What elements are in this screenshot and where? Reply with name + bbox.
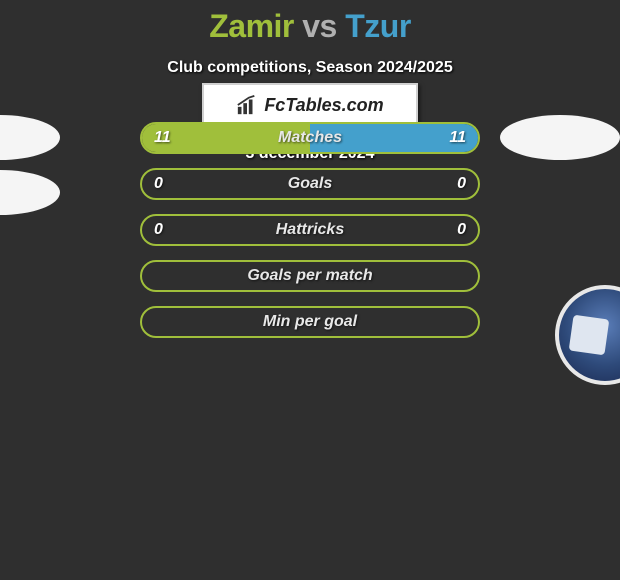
stat-value-left: 11 xyxy=(154,129,171,147)
chart-icon xyxy=(236,94,258,116)
fctables-logo-text: FcTables.com xyxy=(264,95,383,116)
player1-photo-placeholder-1 xyxy=(0,115,60,160)
stat-value-left: 0 xyxy=(154,175,163,193)
fctables-logo[interactable]: FcTables.com xyxy=(202,83,418,127)
player2-photo-placeholder xyxy=(500,115,620,160)
stat-label: Matches xyxy=(278,129,342,147)
stat-label: Hattricks xyxy=(276,221,344,239)
left-badges xyxy=(0,115,60,225)
comparison-title: Zamir vs Tzur xyxy=(0,0,620,45)
stat-row: 11 Matches 11 xyxy=(140,122,480,154)
stat-value-left: 0 xyxy=(154,221,163,239)
stat-label: Goals per match xyxy=(247,267,372,285)
subtitle: Club competitions, Season 2024/2025 xyxy=(0,59,620,77)
stat-row: Goals per match xyxy=(140,260,480,292)
stat-row: 0 Hattricks 0 xyxy=(140,214,480,246)
stat-row: 0 Goals 0 xyxy=(140,168,480,200)
stat-label: Goals xyxy=(288,175,332,193)
stat-value-right: 11 xyxy=(449,129,466,147)
vs-text: vs xyxy=(302,8,337,44)
stats-rows-container: 11 Matches 11 0 Goals 0 0 Hattricks 0 Goals per m… xyxy=(140,122,480,352)
stat-row: Min per goal xyxy=(140,306,480,338)
club-logo-icon xyxy=(555,285,620,385)
stat-value-right: 0 xyxy=(457,175,466,193)
player2-name: Tzur xyxy=(345,8,411,44)
player1-name: Zamir xyxy=(209,8,294,44)
stat-label: Min per goal xyxy=(263,313,357,331)
player1-photo-placeholder-2 xyxy=(0,170,60,215)
stat-value-right: 0 xyxy=(457,221,466,239)
